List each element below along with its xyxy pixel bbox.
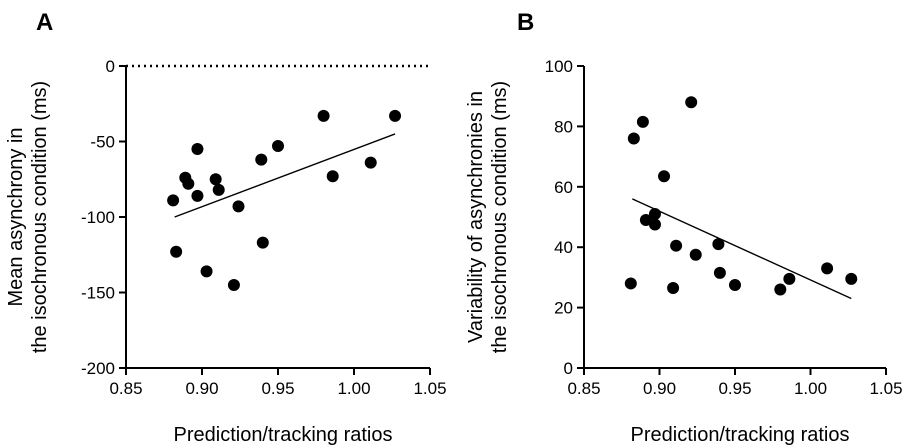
panel-a-data-point <box>170 245 183 258</box>
panel-a-data-point <box>272 140 284 153</box>
panel-b-x-tick-label: 0.95 <box>718 379 751 398</box>
panel-b-data-point <box>667 281 680 294</box>
panel-a-data-point <box>389 109 402 122</box>
panel-b-data-point <box>783 272 796 285</box>
panel-b-y-tick-label: 40 <box>554 238 573 257</box>
panel-a-x-tick-label: 0.85 <box>109 379 142 398</box>
panel-b-data-point <box>845 272 858 285</box>
panel-a-data-point <box>212 183 225 196</box>
panel-b-y-tick-label: 20 <box>554 299 573 318</box>
panel-a-data-point <box>227 278 240 291</box>
panel-b-data-point <box>648 207 661 220</box>
panel-b-data-point <box>774 283 787 296</box>
panel-a-y-tick-label: -200 <box>81 359 115 378</box>
panel-b-data-point <box>624 277 637 290</box>
panel-b-y-tick-label: 100 <box>545 57 573 76</box>
panel-a-data-point <box>364 156 377 169</box>
panel-b-data-point <box>627 132 640 145</box>
panel-a-data-point <box>256 236 269 249</box>
panel-a-data-point <box>182 177 195 190</box>
panel-a-data-point <box>232 200 245 213</box>
panel-b-data-point <box>670 239 683 252</box>
panel-b-x-tick-label: 1.00 <box>794 379 827 398</box>
panel-a-letter: A <box>36 9 53 36</box>
panel-b-letter: B <box>517 9 534 36</box>
panel-b-regression-line <box>632 198 852 300</box>
panel-a-y-axis-title-line: Mean asynchrony in <box>5 128 27 307</box>
panel-b-y-axis-title-line: the isochronous condition (ms) <box>489 81 511 353</box>
panel-a-regression-line <box>174 133 396 218</box>
panel-b-data-point <box>685 96 698 109</box>
panel-b-data-point <box>712 238 725 251</box>
panel-a-x-tick-label: 0.90 <box>185 379 218 398</box>
panel-a-y-tick-label: -150 <box>81 284 115 303</box>
panel-b-data-point <box>658 170 671 183</box>
panel-a-data-point <box>191 143 204 156</box>
panel-b: B 0 20 40 60 80 100 0.85 0.90 0.95 1.00 1.05 Predic… <box>465 9 903 446</box>
panel-a-y-tick-label: -50 <box>90 133 115 152</box>
panel-a-y-tick-label: 0 <box>106 57 115 76</box>
panel-b-data-point <box>648 218 661 231</box>
panel-b-data-point <box>729 278 741 291</box>
panel-a-x-axis-title: Prediction/tracking ratios <box>174 424 393 446</box>
panel-b-data-point <box>636 115 649 128</box>
panel-a-y-tick-label: -100 <box>81 208 115 227</box>
panel-b-y-tick-label: 0 <box>564 359 573 378</box>
panel-b-x-axis-title: Prediction/tracking ratios <box>631 424 850 446</box>
panel-a-data-point <box>209 173 222 186</box>
panel-b-x-tick-label: 0.90 <box>643 379 676 398</box>
panel-b-x-tick-label: 1.05 <box>869 379 902 398</box>
panel-a-data-point <box>191 189 204 202</box>
panel-a-y-axis-title-line: the isochronous condition (ms) <box>29 81 51 353</box>
panel-a-x-tick-label: 0.95 <box>261 379 294 398</box>
panel-b-y-tick-label: 60 <box>554 178 573 197</box>
panel-b-y-axis-title-line: Variability of asynchronies in <box>465 91 487 343</box>
panel-a-data-point <box>317 109 330 122</box>
panel-a-data-point <box>255 153 268 166</box>
panel-b-data-point <box>639 214 652 227</box>
panel-b-data-point <box>713 266 726 279</box>
panel-b-data-point <box>821 262 834 275</box>
panel-a-data-point <box>200 265 213 278</box>
panel-a-data-point <box>167 194 180 207</box>
panel-a-x-tick-label: 1.00 <box>337 379 370 398</box>
panel-b-y-tick-label: 80 <box>554 117 573 136</box>
panel-a-data-point <box>326 170 339 183</box>
panel-a-x-tick-label: 1.05 <box>413 379 446 398</box>
panel-b-x-tick-label: 0.85 <box>567 379 600 398</box>
panel-b-data-point <box>689 248 702 261</box>
